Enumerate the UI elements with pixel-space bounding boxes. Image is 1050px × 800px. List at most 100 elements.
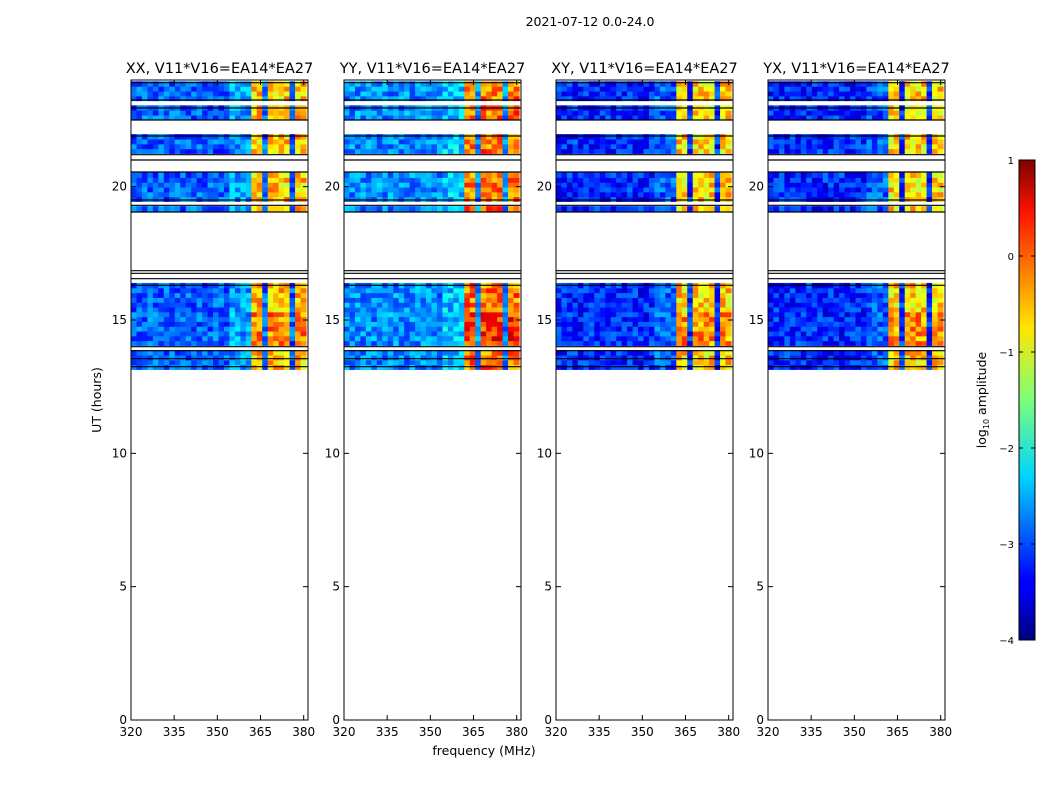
heatmap-cell [866,340,873,346]
heatmap-cell [300,316,307,322]
heatmap-cell [141,148,149,154]
heatmap-cell [817,311,824,318]
heatmap-cell [180,110,187,116]
heatmap-cell [659,287,666,294]
heatmap-cell [207,206,214,212]
heatmap-cell [648,302,656,308]
heatmap-cell [453,90,460,97]
heatmap-cell [289,86,296,92]
heatmap-cell [910,306,917,313]
heatmap-cell [354,110,362,116]
heatmap-cell [806,302,813,308]
heatmap-cell [800,354,807,361]
heatmap-cell [174,302,181,308]
heatmap-cell [627,182,634,188]
heatmap-cell [605,81,612,87]
heatmap-cell [893,359,900,366]
heatmap-cell [725,340,732,346]
heatmap-cell [295,206,302,212]
heatmap-cell [621,81,628,87]
heatmap-cell [180,206,187,212]
heatmap-cell [191,340,198,346]
heatmap-cell [932,326,939,332]
heatmap-cell [278,172,285,178]
heatmap-cell [469,134,476,140]
heatmap-cell [251,182,258,188]
heatmap-cell [475,302,482,308]
heatmap-cell [404,191,411,198]
heatmap-cell [932,138,939,145]
heatmap-cell [795,114,802,121]
heatmap-cell [158,330,165,337]
heatmap-cell [670,110,677,116]
heatmap-cell [185,340,192,346]
heatmap-cell [904,110,911,116]
heatmap-cell [583,138,590,145]
heatmap-cell [442,350,449,356]
heatmap-cell [354,114,362,121]
heatmap-cell [420,359,427,366]
heatmap-cell [426,134,433,140]
heatmap-cell [659,326,666,332]
heatmap-cell [376,311,383,318]
heatmap-cell [866,177,873,183]
heatmap-cell [828,177,835,183]
heatmap-cell [382,335,389,342]
heatmap-cell [795,90,802,97]
heatmap-cell [648,297,656,303]
heatmap-cell [376,186,383,193]
heatmap-cell [497,287,504,294]
heatmap-cell [828,172,835,178]
heatmap-cell [577,114,584,121]
heatmap-cell [360,321,367,327]
heatmap-cell [860,359,868,366]
heatmap-cell [131,148,138,154]
heatmap-cell [251,81,258,87]
heatmap-cell [229,172,236,178]
heatmap-cell [709,110,716,116]
heatmap-cell [382,114,389,121]
heatmap-cell [877,311,884,318]
heatmap-cell [828,206,835,212]
heatmap-cell [915,138,922,145]
heatmap-cell [497,114,504,121]
heatmap-cell [855,191,862,198]
heatmap-cell [458,90,465,97]
heatmap-cell [376,321,383,327]
heatmap-cell [806,196,813,202]
heatmap-cell [497,90,504,97]
heatmap-cell [502,191,509,198]
heatmap-cell [621,191,628,198]
heatmap-cell [882,330,889,337]
heatmap-cell [910,114,917,121]
heatmap-cell [191,335,198,342]
heatmap-cell [638,287,645,294]
heatmap-cell [926,311,933,318]
heatmap-cell [621,292,628,298]
heatmap-cell [778,186,786,193]
heatmap-cell [937,177,944,183]
heatmap-cell [616,287,623,294]
heatmap-cell [811,148,818,154]
heatmap-cell [665,90,672,97]
heatmap-cell [921,143,928,150]
heatmap-cell [871,177,878,183]
heatmap-cell [447,191,454,198]
heatmap-cell [795,138,802,145]
heatmap-cell [844,340,851,346]
heatmap-cell [398,316,405,322]
heatmap-cell [577,330,584,337]
heatmap-cell [676,95,683,102]
heatmap-cell [599,350,606,356]
heatmap-cell [349,354,356,361]
heatmap-cell [278,134,285,140]
heatmap-cell [817,354,824,361]
heatmap-cell [795,143,802,150]
heatmap-cell [442,114,449,121]
heatmap-cell [692,177,699,183]
heatmap-cell [860,86,868,92]
heatmap-cell [393,110,400,116]
heatmap-cell [577,186,584,193]
heatmap-cell [910,321,917,327]
heatmap-cell [888,95,895,102]
